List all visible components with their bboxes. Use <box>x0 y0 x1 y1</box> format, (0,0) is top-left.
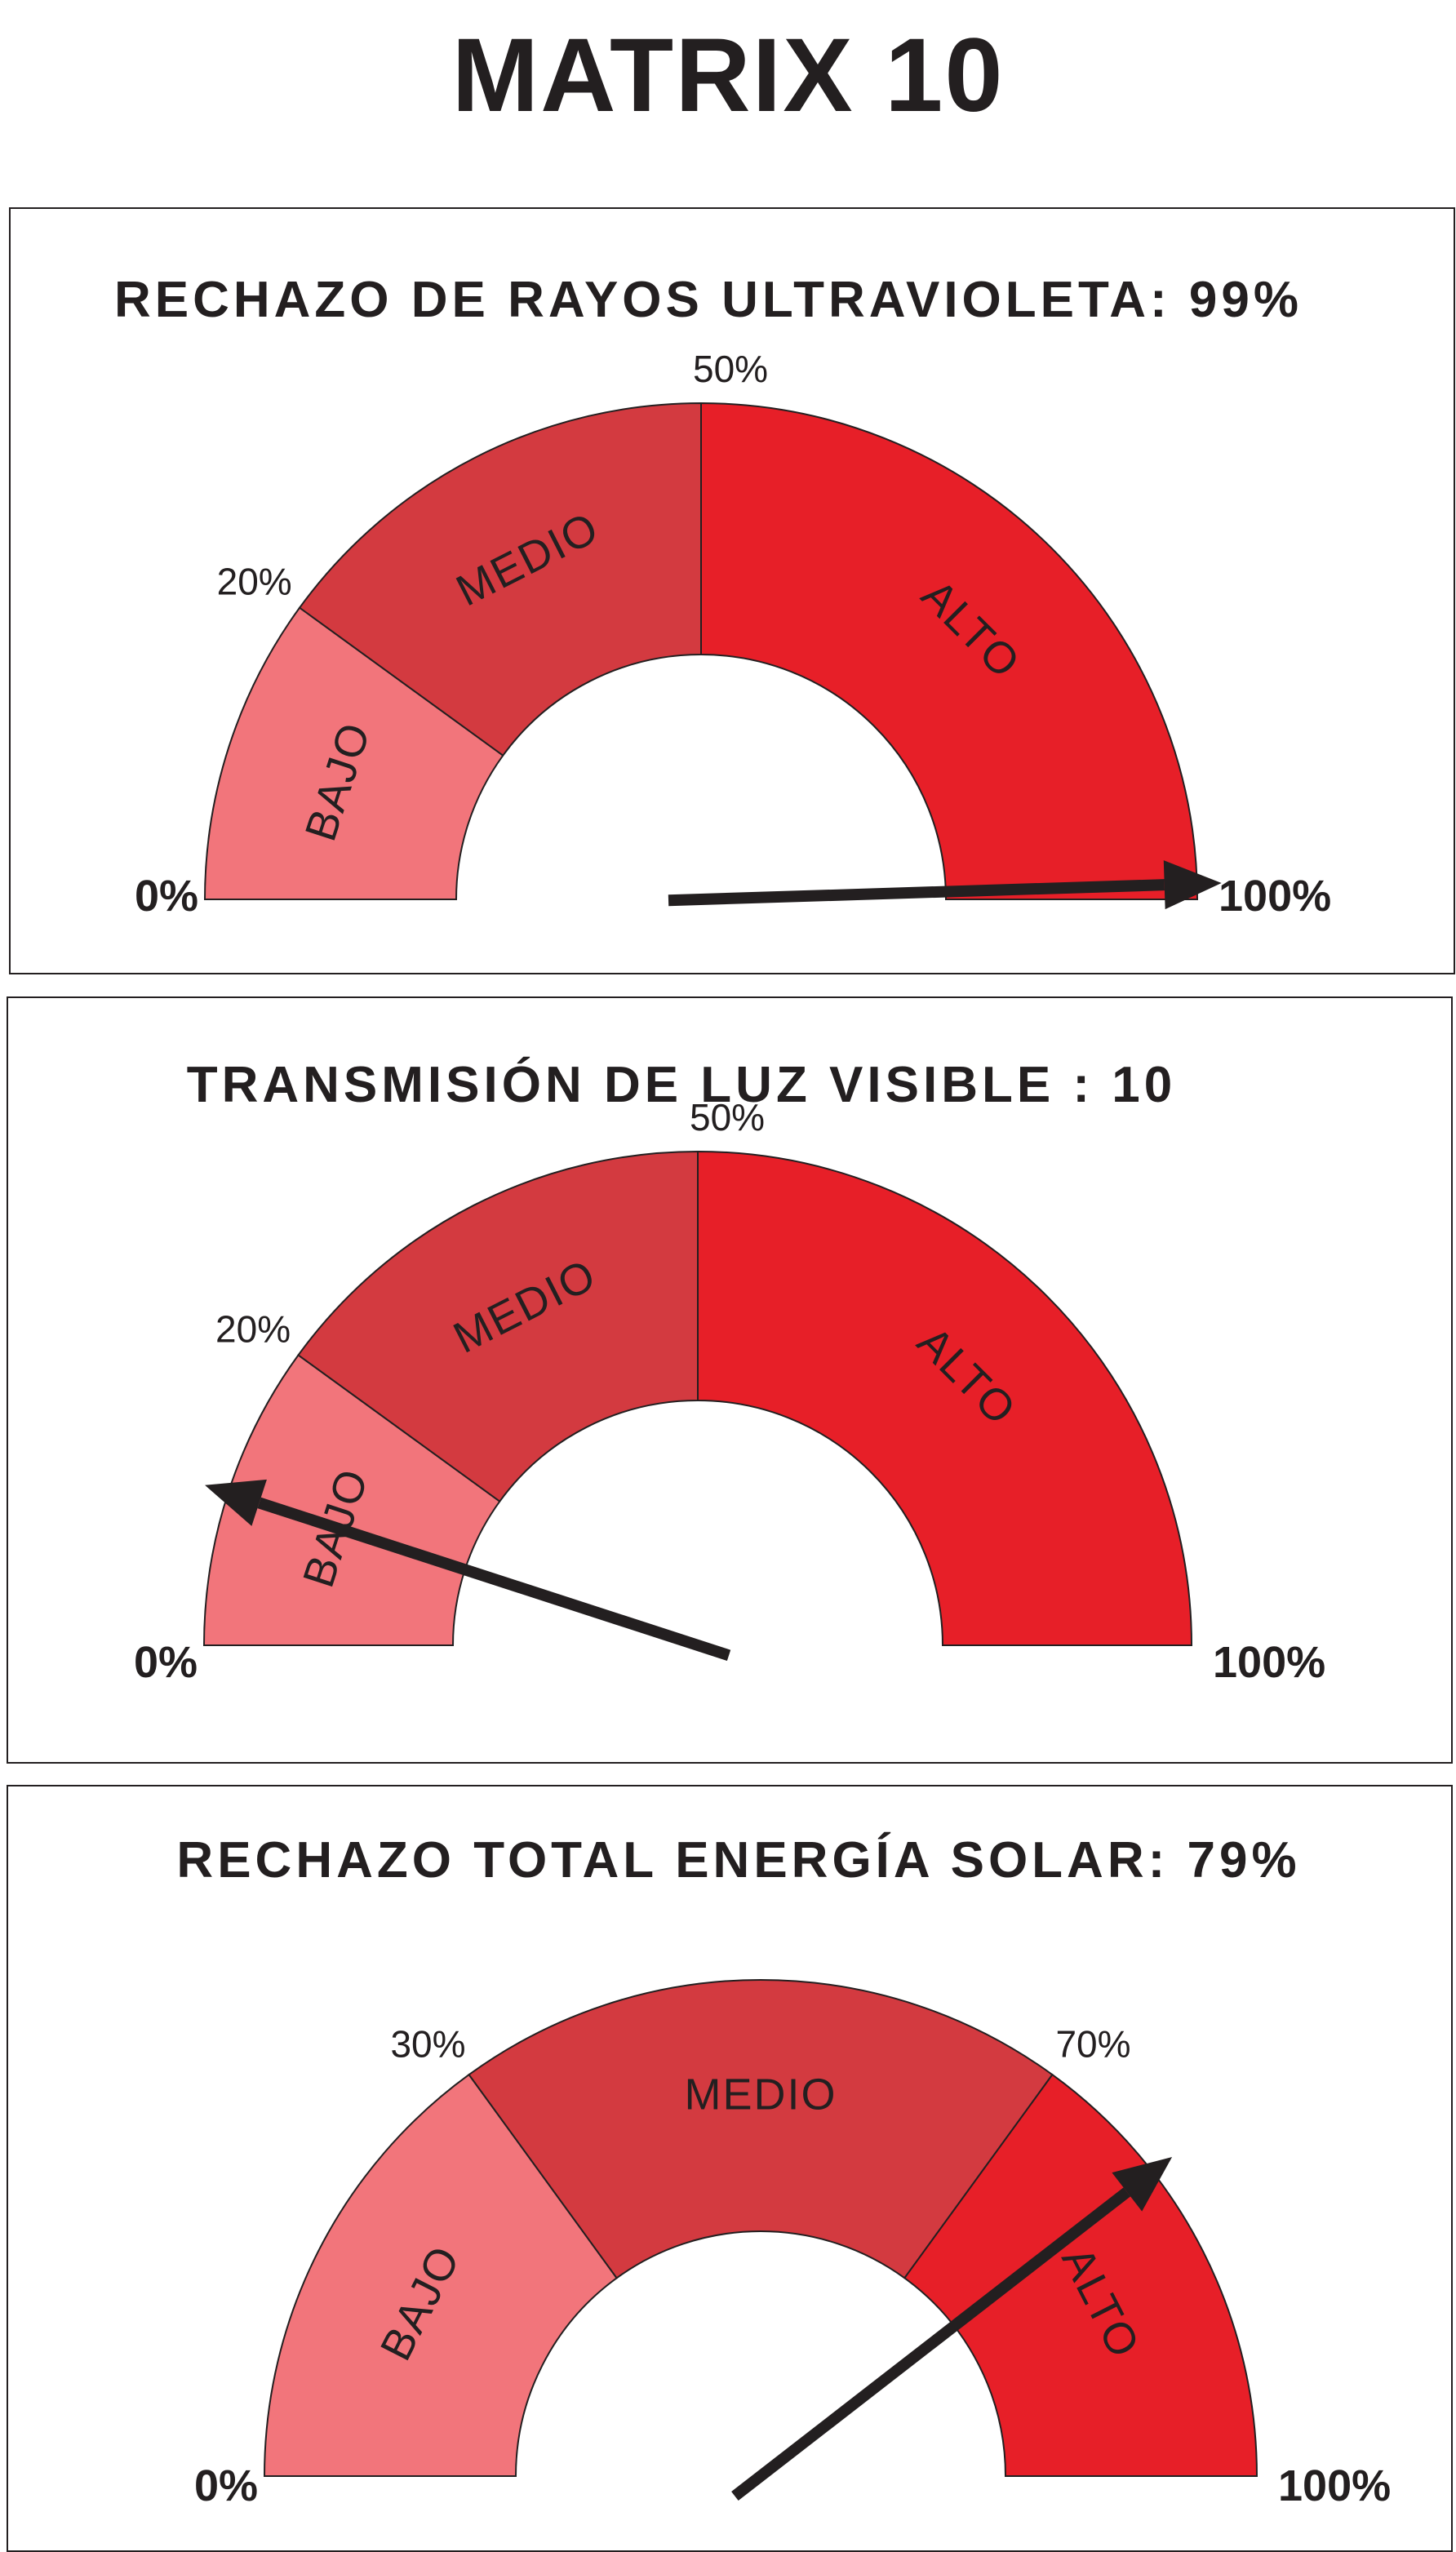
threshold-label: 30% <box>390 2023 465 2066</box>
gauge-band-bajo <box>263 2073 619 2477</box>
threshold-label: 50% <box>690 1096 765 1138</box>
gauge-needle <box>668 860 1222 910</box>
gauge-band-medio <box>468 1979 1054 2279</box>
gauge-chart-uv-rejection: RECHAZO DE RAYOS ULTRAVIOLETA: 99%BAJOME… <box>114 272 1331 921</box>
gauge-chart-total-solar-energy-rejection: RECHAZO TOTAL ENERGÍA SOLAR: 79%BAJOMEDI… <box>176 1832 1391 2510</box>
needle-shaft <box>257 1497 731 1662</box>
gauge-panel-total-solar-energy-rejection: RECHAZO TOTAL ENERGÍA SOLAR: 79% BAJO MEDI… <box>7 1785 1453 2552</box>
threshold-label: 20% <box>215 1307 291 1350</box>
min-label: 0% <box>194 2461 258 2510</box>
gauge-panel-uv-rejection: RECHAZO DE RAYOS ULTRAVIOLETA: 99% BAJO ME… <box>9 207 1455 974</box>
gauge-title: RECHAZO TOTAL ENERGÍA SOLAR: 79% <box>176 1832 1300 1888</box>
needle-shaft <box>731 2187 1131 2501</box>
threshold-label: 20% <box>217 561 292 603</box>
max-label: 100% <box>1213 1638 1325 1687</box>
gauge-band-bajo <box>202 1353 501 1646</box>
gauge-band-medio <box>297 1150 699 1503</box>
needle-arrowhead <box>1112 2156 1173 2212</box>
needle-arrowhead <box>205 1479 267 1526</box>
needle-shaft <box>668 879 1165 907</box>
max-label: 100% <box>1278 2461 1391 2510</box>
gauge-band-alto <box>697 1150 1193 1646</box>
max-label: 100% <box>1219 872 1331 921</box>
gauge-band-medio <box>298 402 702 757</box>
needle-arrowhead <box>1163 860 1222 910</box>
min-label: 0% <box>135 872 198 921</box>
gauge-chart-visible-light-transmission: TRANSMISIÓN DE LUZ VISIBLE : 10BAJOMEDIO… <box>134 1057 1325 1687</box>
gauge-band-bajo <box>203 606 504 900</box>
threshold-label: 50% <box>693 348 768 390</box>
gauge-title: RECHAZO DE RAYOS ULTRAVIOLETA: 99% <box>114 272 1303 328</box>
threshold-label: 70% <box>1055 2023 1130 2066</box>
min-label: 0% <box>134 1638 198 1687</box>
gauge-needle <box>205 1479 731 1662</box>
page-title: MATRIX 10 <box>451 17 1005 134</box>
gauge-needle <box>731 2156 1173 2501</box>
gauge-panel-visible-light-transmission: TRANSMISIÓN DE LUZ VISIBLE : 10BAJOMEDIO… <box>7 996 1453 1764</box>
gauge-band-alto <box>700 402 1199 900</box>
gauge-title: TRANSMISIÓN DE LUZ VISIBLE : 10 <box>187 1057 1177 1113</box>
gauge-band-label-medio: MEDIO <box>684 2070 837 2119</box>
